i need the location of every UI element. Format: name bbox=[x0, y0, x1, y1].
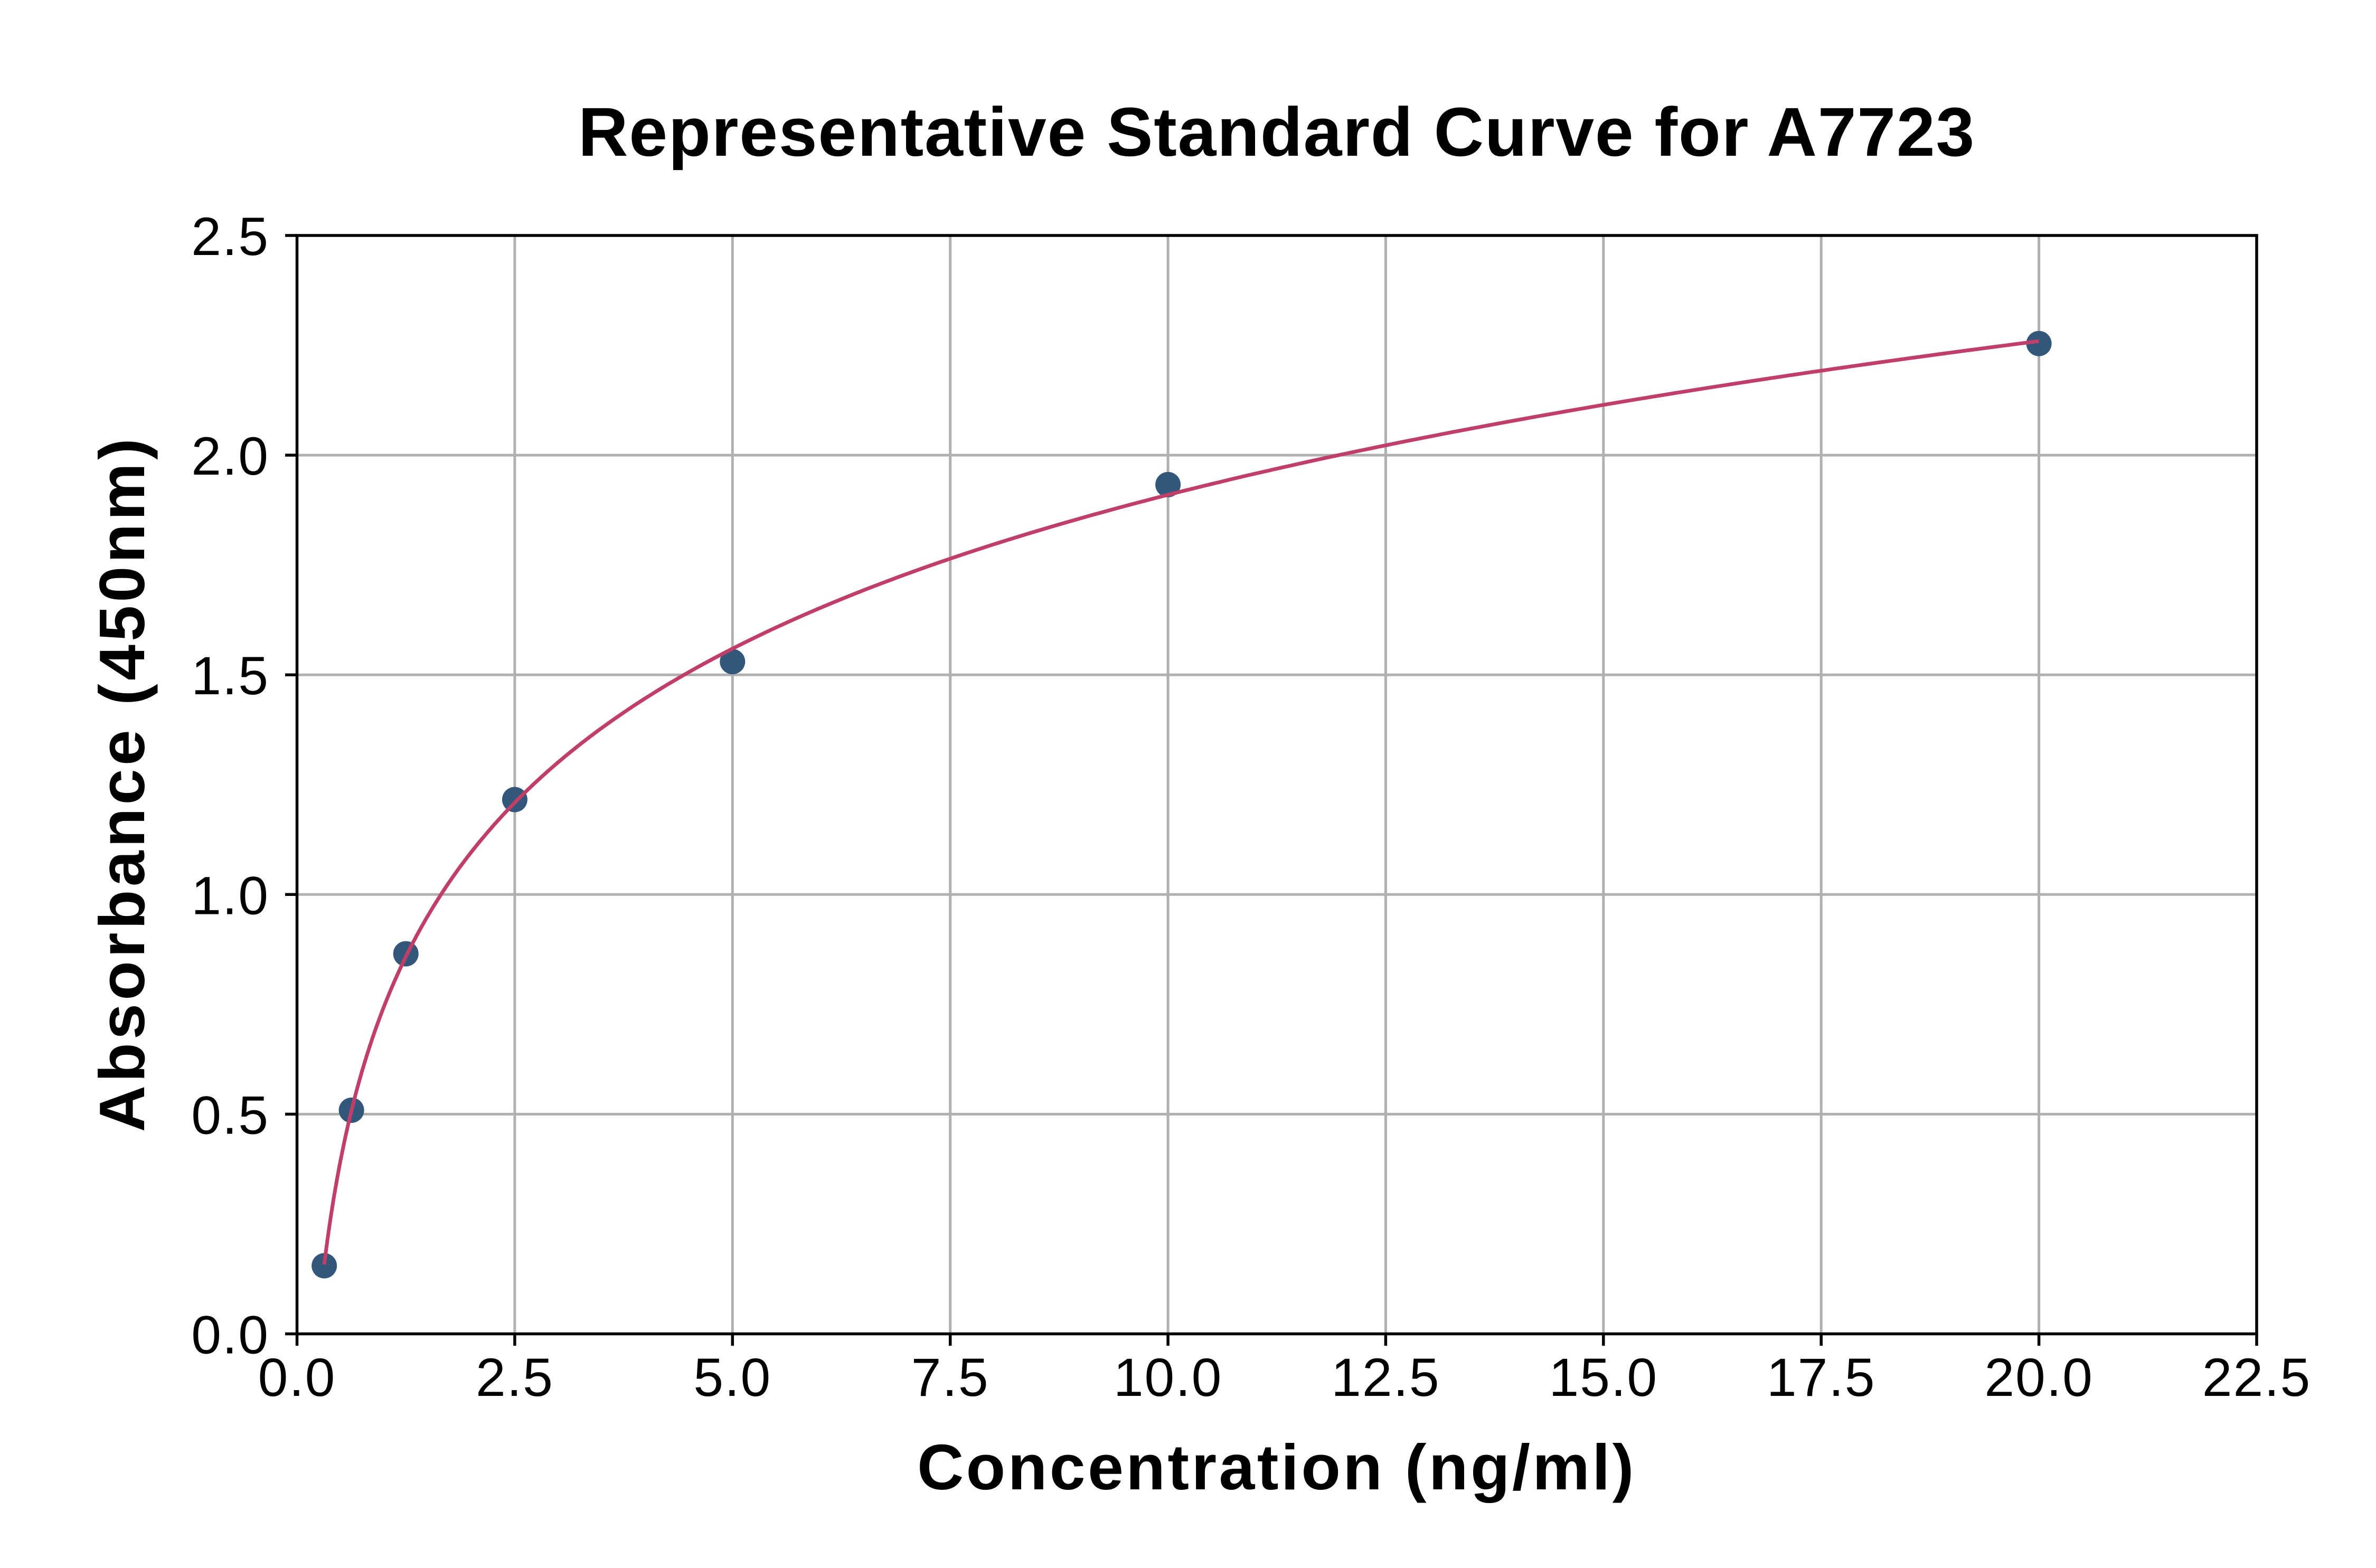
svg-text:17.5: 17.5 bbox=[1767, 1347, 1876, 1408]
svg-text:15.0: 15.0 bbox=[1549, 1347, 1658, 1408]
svg-text:2.5: 2.5 bbox=[476, 1347, 554, 1408]
svg-text:10.0: 10.0 bbox=[1114, 1347, 1223, 1408]
svg-text:Representative Standard Curve: Representative Standard Curve for A7723 bbox=[578, 93, 1975, 171]
svg-text:7.5: 7.5 bbox=[911, 1347, 989, 1408]
svg-text:2.0: 2.0 bbox=[191, 426, 269, 486]
svg-text:12.5: 12.5 bbox=[1331, 1347, 1440, 1408]
svg-text:22.5: 22.5 bbox=[2202, 1347, 2312, 1408]
svg-text:5.0: 5.0 bbox=[693, 1347, 771, 1408]
svg-text:0.0: 0.0 bbox=[258, 1347, 336, 1408]
svg-text:Absorbance (450nm): Absorbance (450nm) bbox=[86, 435, 158, 1132]
svg-text:0.5: 0.5 bbox=[191, 1085, 269, 1145]
svg-text:20.0: 20.0 bbox=[1984, 1347, 2094, 1408]
svg-text:2.5: 2.5 bbox=[191, 206, 269, 267]
svg-text:0.0: 0.0 bbox=[191, 1305, 269, 1365]
svg-text:Concentration (ng/ml): Concentration (ng/ml) bbox=[917, 1431, 1636, 1503]
svg-text:1.0: 1.0 bbox=[191, 865, 269, 925]
svg-text:1.5: 1.5 bbox=[191, 646, 269, 706]
